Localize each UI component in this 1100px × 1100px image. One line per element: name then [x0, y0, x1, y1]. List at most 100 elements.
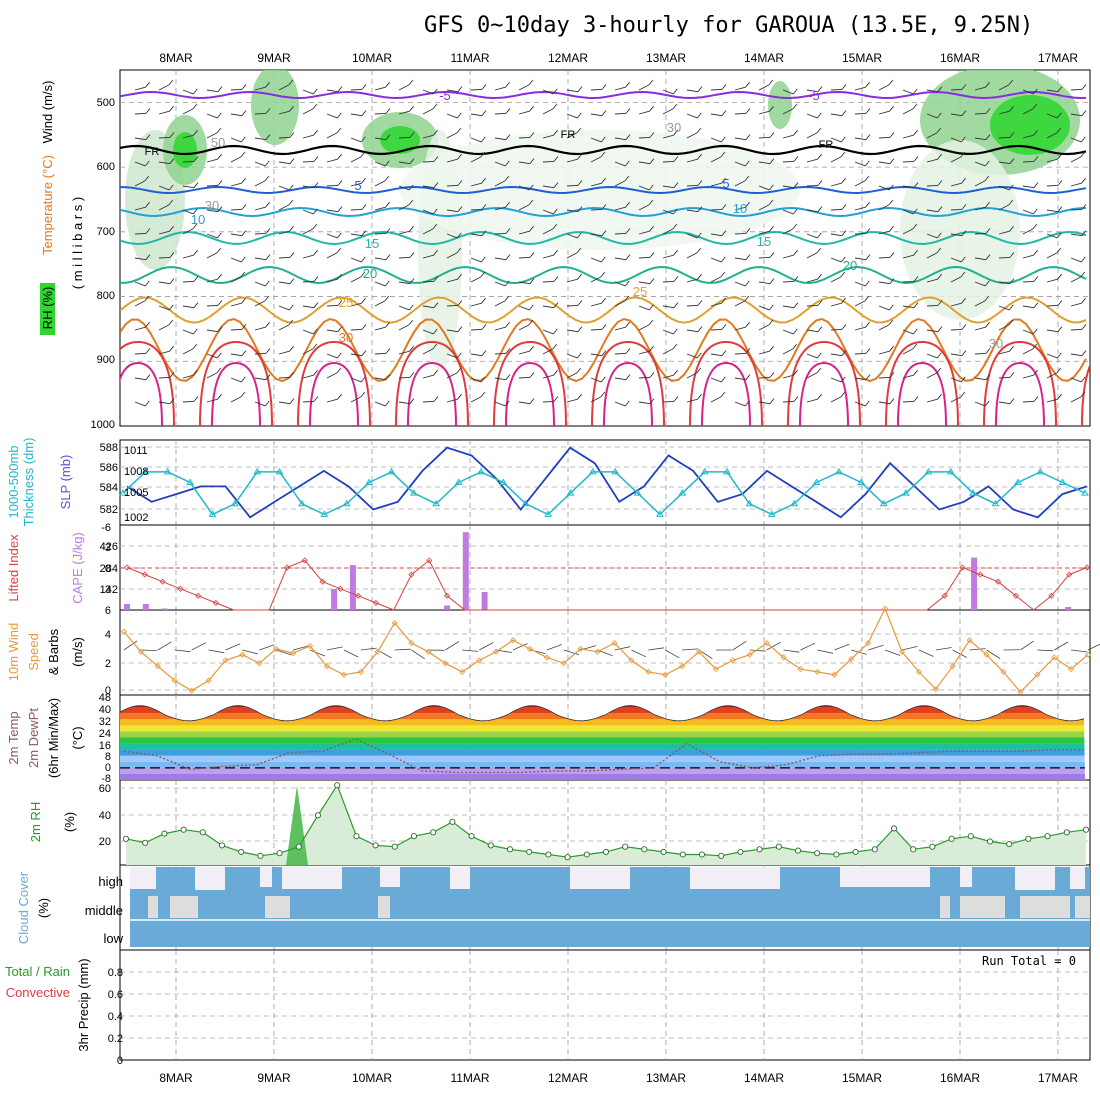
wind-barb-flag [865, 201, 870, 208]
wind-barb-flag [552, 343, 558, 350]
wind-barb [278, 161, 290, 165]
wind-barb [590, 328, 603, 331]
wind-barb-flag [720, 136, 726, 143]
wind-barb [662, 254, 674, 259]
wind-barb [806, 353, 818, 359]
wind-barb-flag [744, 160, 750, 167]
wind-barb-flag [889, 132, 895, 138]
wind-barb-flag [553, 396, 559, 402]
wind-barb-flag [721, 350, 727, 356]
precip-axis-title-2: Convective [6, 985, 70, 1000]
wind-barb [134, 377, 146, 381]
wind-barb-flag [312, 103, 318, 110]
pressure-axis-title: ( m i l l i b a r s ) [70, 197, 85, 289]
wind-barb-flag [649, 105, 654, 112]
temp-tick-label: 0 [105, 762, 111, 774]
wind-barb-flag [192, 88, 198, 95]
wind-barb [950, 302, 962, 307]
contour-label: FR [819, 139, 834, 151]
wind-barb [878, 161, 890, 165]
rh-shading-area [380, 126, 420, 154]
wind-barb-flag [889, 398, 895, 404]
wind-barb-flag [432, 223, 438, 230]
wind-barb-flag [937, 326, 943, 332]
wind-barb-flag [985, 108, 991, 114]
isotherm-line [120, 90, 1087, 100]
wind-barb-flag [289, 345, 294, 352]
thickness-point [1014, 478, 1022, 485]
wind-barb-flag [337, 180, 343, 186]
date-label: 17MAR [1038, 1071, 1078, 1085]
wind-barb [182, 374, 194, 379]
wind-barb-flag [649, 278, 655, 284]
wind-speed-point [154, 663, 161, 670]
wind-barb-flag [1081, 177, 1086, 184]
wind-barb [1070, 302, 1082, 307]
wind-barb-flag [408, 199, 414, 206]
wind-barb-flag [217, 86, 223, 92]
wind-barb-flag [888, 319, 894, 326]
wind-barb-flag [169, 345, 174, 352]
wind-barb [254, 300, 266, 307]
wind-barb-flag [337, 273, 342, 280]
wind-barb-flag [145, 81, 150, 88]
wind-barb [638, 230, 650, 235]
surface-wind-barb [800, 642, 816, 651]
wind-barb [494, 326, 506, 331]
slp-tick-label: 1005 [124, 487, 148, 499]
wind-barb-flag [241, 84, 247, 90]
surface-isotherm-arch [885, 340, 959, 426]
wind-barb [302, 108, 314, 115]
wind-barb-flag [937, 300, 943, 306]
wind-barb-flag [865, 321, 870, 328]
wind-barb [518, 350, 530, 355]
wind-barb [974, 232, 987, 235]
wind-barb-flag [601, 324, 607, 330]
wind-barb-flag [865, 81, 870, 88]
wind-barb-flag [648, 199, 654, 206]
wind-barb-flag [217, 326, 223, 332]
surface-wind-barb [749, 649, 766, 652]
wind-barb [614, 137, 626, 141]
wind-barb [254, 401, 266, 407]
wind-tick-label: 2 [105, 658, 111, 670]
wind-barb-flag [720, 391, 726, 398]
wind-barb-flag [601, 230, 607, 236]
wind-barb [374, 137, 386, 141]
wind-barb [230, 302, 242, 307]
wind-barb [686, 184, 699, 187]
thickness-point [454, 478, 463, 485]
contour-label: 30 [339, 330, 353, 345]
wind-speed-point [459, 668, 466, 675]
wind-barb [206, 233, 218, 239]
wind-barb [806, 329, 818, 333]
wind-barb-flag [265, 228, 271, 234]
wind-barb [974, 161, 986, 167]
wind-barb-flag [288, 184, 294, 191]
wind-barb-flag [1081, 110, 1087, 116]
surface-wind-barb [614, 646, 631, 651]
wind-barb-flag [313, 276, 319, 282]
wind-barb-flag [792, 223, 798, 230]
wind-barb-flag [985, 81, 990, 88]
wind-barb [614, 352, 627, 355]
wind-barb-flag [217, 180, 223, 186]
wind-barb [278, 305, 290, 311]
wind-barb-flag [1080, 136, 1086, 143]
wind-barb-flag [312, 343, 318, 350]
wind-barb [998, 305, 1010, 311]
surface-wind-barb [834, 643, 850, 651]
wind-barb [902, 400, 915, 403]
wind-barb [422, 89, 434, 95]
wind-barb [806, 184, 819, 187]
wind-barb-flag [168, 319, 174, 326]
wind-barb-flag [1032, 88, 1038, 95]
thickness-point [253, 467, 262, 475]
wind10m-axis-title-4: (m/s) [70, 637, 85, 667]
wind-barb [470, 328, 483, 331]
wind-barb-flag [769, 105, 774, 112]
axis-titles: Wind (m/s)Temperature (°C)RH (%)( m i l … [5, 81, 91, 1052]
wind-barb [206, 252, 218, 259]
rh-point [1044, 833, 1051, 840]
wind-barb [662, 329, 674, 335]
